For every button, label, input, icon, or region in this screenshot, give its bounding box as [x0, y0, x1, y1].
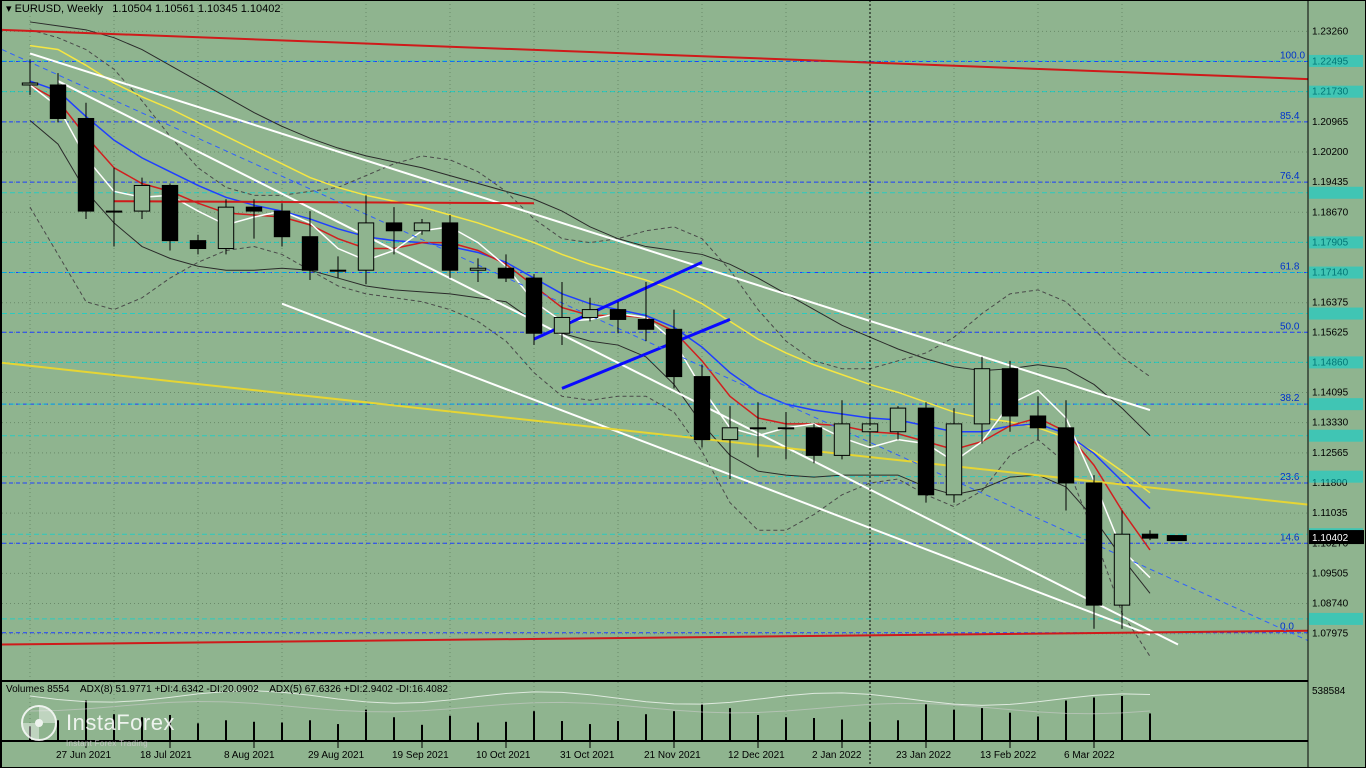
current-bar-marker — [1167, 535, 1187, 541]
candle-body[interactable] — [246, 207, 261, 211]
y-tick-label: 1.18670 — [1312, 207, 1349, 218]
y-tick-label: 1.20965 — [1312, 117, 1349, 128]
symbol-label: EURUSD — [15, 3, 61, 15]
candle-body[interactable] — [414, 223, 429, 231]
x-tick-label: 21 Nov 2021 — [644, 750, 701, 761]
x-tick-label: 27 Jun 2021 — [56, 750, 111, 761]
candle-body[interactable] — [722, 428, 737, 440]
ohlc-low: 1.10345 — [198, 3, 238, 15]
y-tick-label: 1.09505 — [1312, 568, 1349, 579]
candle-body[interactable] — [1030, 416, 1045, 428]
candle-body[interactable] — [638, 319, 653, 329]
x-tick-label: 13 Feb 2022 — [980, 750, 1037, 761]
candle-body[interactable] — [498, 268, 513, 278]
candle-body[interactable] — [750, 428, 765, 429]
candle-body[interactable] — [554, 317, 569, 333]
timeframe-label: Weekly — [67, 3, 103, 15]
candle-body[interactable] — [918, 408, 933, 495]
candle-body[interactable] — [1002, 369, 1017, 416]
candle-body[interactable] — [50, 85, 65, 118]
fib-level-label: 38.2 — [1280, 393, 1300, 404]
instaforex-logo-icon — [18, 702, 60, 744]
y-tick-label: 1.14095 — [1312, 388, 1349, 399]
adx8-label: ADX(8) 51.9771 +DI:4.6342 -DI:20.0902 — [80, 684, 259, 695]
candle-body[interactable] — [190, 241, 205, 249]
candle-body[interactable] — [526, 278, 541, 333]
candle-body[interactable] — [162, 185, 177, 240]
fib-level-label: 23.6 — [1280, 472, 1300, 483]
x-tick-label: 29 Aug 2021 — [308, 750, 365, 761]
y-tick-label: 1.07975 — [1312, 629, 1349, 640]
x-tick-label: 8 Aug 2021 — [224, 750, 275, 761]
candle-body[interactable] — [694, 377, 709, 440]
x-tick-label: 31 Oct 2021 — [560, 750, 615, 761]
ohlc-open: 1.10504 — [112, 3, 152, 15]
watermark: InstaForex Instant Forex Trading — [18, 702, 175, 744]
fib-level-label: 100.0 — [1280, 51, 1305, 62]
ohlc-close: 1.10402 — [241, 3, 281, 15]
x-tick-label: 12 Dec 2021 — [728, 750, 785, 761]
y-tick-label: 1.12565 — [1312, 448, 1349, 459]
down-arrow-icon: ▾ — [6, 3, 15, 15]
candle-body[interactable] — [134, 185, 149, 211]
fib-level-label: 61.8 — [1280, 262, 1300, 273]
candle-body[interactable] — [834, 424, 849, 456]
x-tick-label: 23 Jan 2022 — [896, 750, 951, 761]
candle-body[interactable] — [78, 118, 93, 211]
candle-body[interactable] — [22, 83, 37, 85]
candle-body[interactable] — [1058, 428, 1073, 483]
y-tick-label: 1.08740 — [1312, 599, 1349, 610]
candle-body[interactable] — [582, 310, 597, 318]
candle-body[interactable] — [386, 223, 401, 231]
fib-level-label: 50.0 — [1280, 321, 1300, 332]
x-tick-label: 19 Sep 2021 — [392, 750, 449, 761]
chart-title-bar: ▾ EURUSD, Weekly 1.10504 1.10561 1.10345… — [6, 2, 280, 15]
candle-body[interactable] — [610, 310, 625, 320]
volume-label-text: Volumes 8554 — [6, 684, 69, 695]
ohlc-high: 1.10561 — [155, 3, 195, 15]
y-tick-label: 1.15625 — [1312, 327, 1349, 338]
candle-body[interactable] — [442, 223, 457, 270]
fib-level-label: 76.4 — [1280, 171, 1300, 182]
y-tick-label: 1.23260 — [1312, 26, 1349, 37]
watermark-brand: InstaForex — [66, 710, 175, 736]
x-tick-label: 10 Oct 2021 — [476, 750, 531, 761]
volume-scale-label: 538584 — [1312, 686, 1346, 697]
price-marker-text: 1.10402 — [1312, 533, 1349, 544]
fib-level-label: 85.4 — [1280, 111, 1300, 122]
candle-body[interactable] — [974, 369, 989, 424]
candle-body[interactable] — [358, 223, 373, 270]
volume-indicator-label: Volumes 8554 ADX(8) 51.9771 +DI:4.6342 -… — [6, 684, 448, 695]
candle-body[interactable] — [806, 428, 821, 456]
watermark-tagline: Instant Forex Trading — [66, 739, 148, 748]
candle-body[interactable] — [778, 428, 793, 429]
candle-body[interactable] — [330, 270, 345, 271]
chart-container: 1.232601.224951.217301.209651.202001.194… — [0, 0, 1366, 768]
adx5-label: ADX(5) 67.6326 +DI:2.9402 -DI:16.4082 — [269, 684, 448, 695]
x-tick-label: 2 Jan 2022 — [812, 750, 862, 761]
candle-body[interactable] — [1114, 534, 1129, 605]
chart-svg[interactable]: 1.232601.224951.217301.209651.202001.194… — [0, 0, 1366, 768]
x-tick-label: 6 Mar 2022 — [1064, 750, 1115, 761]
candle-body[interactable] — [274, 211, 289, 237]
candle-body[interactable] — [302, 237, 317, 270]
y-tick-label: 1.20200 — [1312, 147, 1349, 158]
candle-body[interactable] — [470, 268, 485, 270]
candle-body[interactable] — [1142, 534, 1157, 538]
candle-body[interactable] — [106, 211, 121, 212]
x-tick-label: 18 Jul 2021 — [140, 750, 192, 761]
y-tick-label: 1.16375 — [1312, 298, 1349, 309]
candle-body[interactable] — [890, 408, 905, 432]
candle-body[interactable] — [218, 207, 233, 248]
candle-body[interactable] — [946, 424, 961, 495]
y-tick-label: 1.13330 — [1312, 418, 1349, 429]
y-tick-label: 1.11035 — [1312, 508, 1348, 519]
candle-body[interactable] — [1086, 483, 1101, 605]
candle-body[interactable] — [666, 329, 681, 376]
y-tick-label: 1.19435 — [1312, 177, 1349, 188]
